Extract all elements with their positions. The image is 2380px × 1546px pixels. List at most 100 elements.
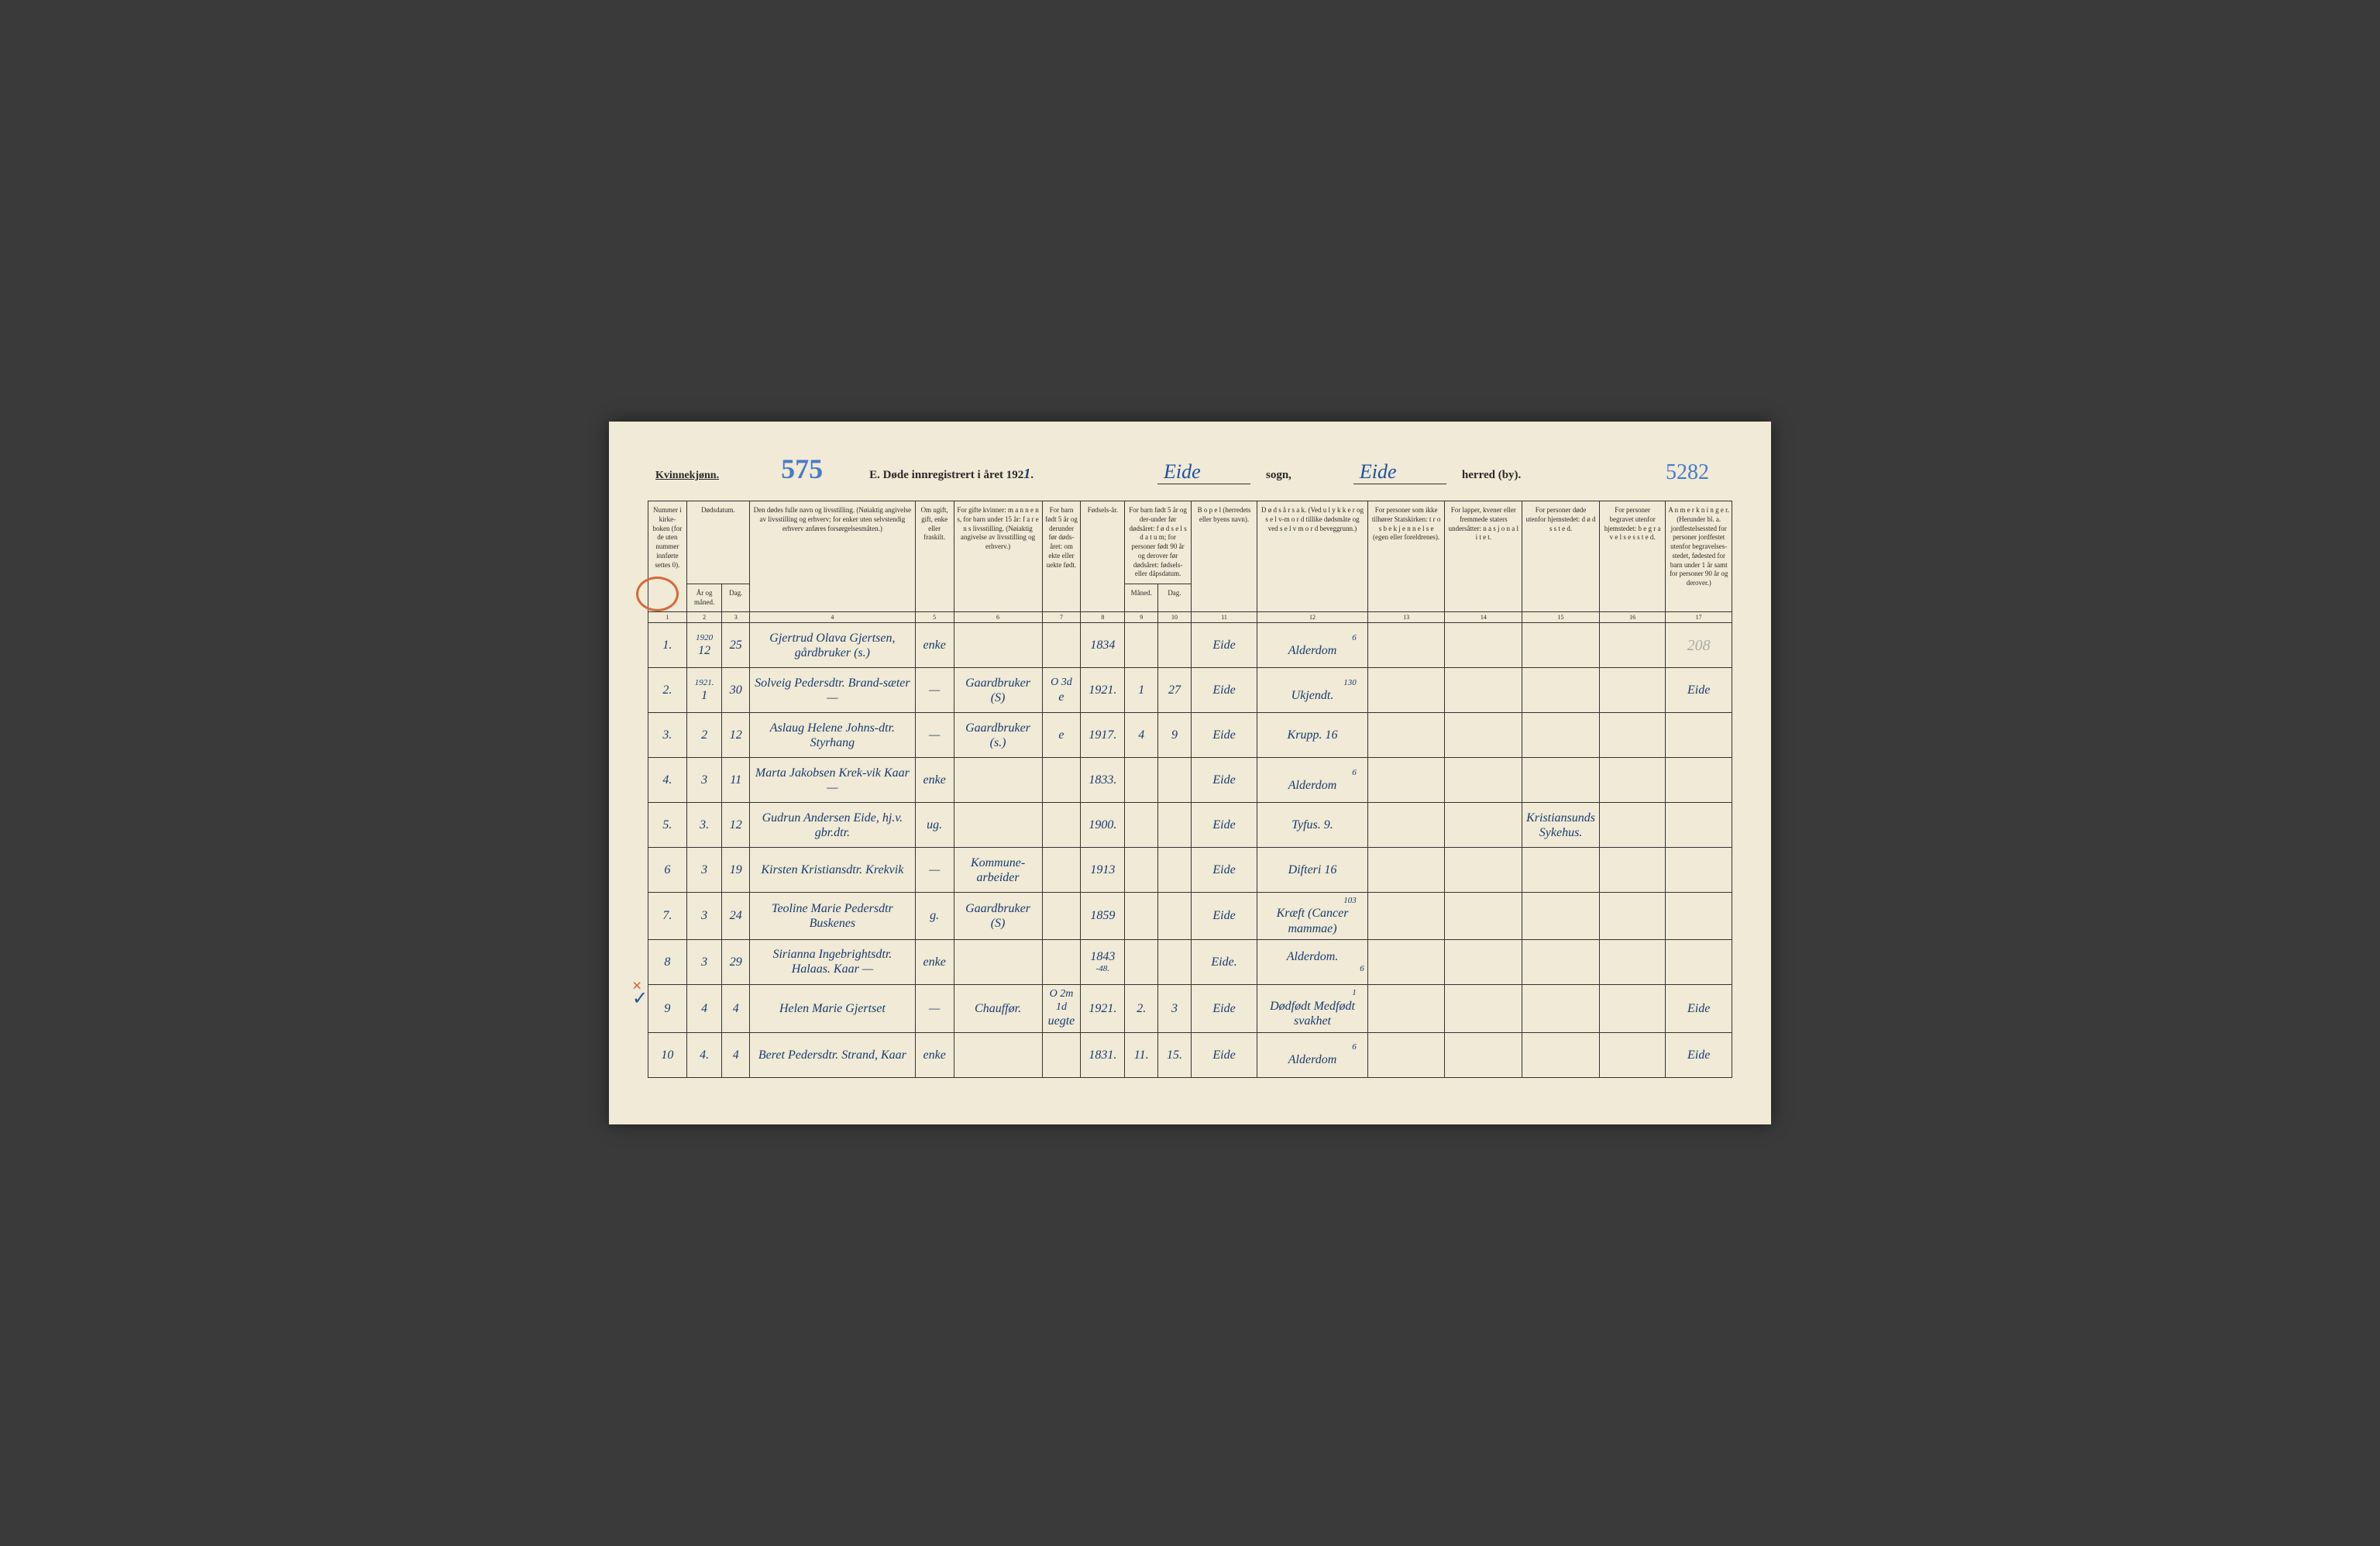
table-cell: Solveig Pedersdtr. Brand-sæter — (750, 668, 916, 713)
table-cell: Kommune-arbeider (954, 848, 1042, 893)
col-header-15: For personer døde utenfor hjemstedet: d … (1522, 501, 1600, 612)
table-cell: Gjertrud Olava Gjertsen, gårdbruker (s.) (750, 623, 916, 668)
col-header-4: Den dødes fulle navn og livsstilling. (N… (750, 501, 916, 612)
table-cell (1522, 1032, 1600, 1077)
table-cell: Sirianna Ingebrightsdtr. Halaas. Kaar — (750, 939, 916, 984)
table-cell: 1831. (1081, 1032, 1125, 1077)
table-cell: 30 (722, 668, 750, 713)
table-cell: 27 (1158, 668, 1192, 713)
col-header-7: For barn født 5 år og derunder før døds-… (1042, 501, 1081, 612)
table-cell: 12 (722, 713, 750, 758)
table-cell: 7. (648, 893, 687, 940)
table-cell (1125, 848, 1158, 893)
table-cell (954, 939, 1042, 984)
table-cell: 4. (648, 758, 687, 803)
table-cell: 4 (686, 984, 722, 1032)
table-cell (1042, 758, 1081, 803)
table-cell (1599, 623, 1665, 668)
table-cell (1158, 939, 1192, 984)
table-cell (1666, 939, 1732, 984)
table-cell: — (915, 984, 954, 1032)
table-cell: Eide (1666, 984, 1732, 1032)
table-cell: Eide (1191, 984, 1257, 1032)
table-cell (954, 758, 1042, 803)
col-header-10: Dag. (1158, 584, 1192, 611)
table-cell: 4 (722, 1032, 750, 1077)
table-cell: 130Ukjendt. (1257, 668, 1367, 713)
col-header-2: Dødsdatum. (686, 501, 749, 584)
table-cell (1445, 713, 1522, 758)
table-cell (1445, 984, 1522, 1032)
sogn-field: Eide (1157, 460, 1250, 484)
table-cell: 19 (722, 848, 750, 893)
table-cell: 1 (1125, 668, 1158, 713)
table-cell (954, 1032, 1042, 1077)
table-cell (1042, 1032, 1081, 1077)
table-cell: Eide (1191, 713, 1257, 758)
table-cell: 3 (686, 893, 722, 940)
table-cell (1367, 668, 1445, 713)
table-cell (1367, 1032, 1445, 1077)
table-cell (1367, 893, 1445, 940)
col-header-17: A n m e r k n i n g e r. (Herunder bl. a… (1666, 501, 1732, 612)
table-cell: 6Alderdom (1257, 623, 1367, 668)
column-number: 13 (1367, 612, 1445, 623)
table-cell: 29 (722, 939, 750, 984)
table-cell (1158, 803, 1192, 848)
table-row: 8329Sirianna Ingebrightsdtr. Halaas. Kaa… (648, 939, 1732, 984)
table-cell (1599, 893, 1665, 940)
table-cell: Eide. (1191, 939, 1257, 984)
col-header-13: For personer som ikke tilhører Statskirk… (1367, 501, 1445, 612)
table-cell (1599, 713, 1665, 758)
table-cell (1125, 758, 1158, 803)
table-cell (1666, 713, 1732, 758)
table-cell: 1. (648, 623, 687, 668)
table-cell: enke (915, 623, 954, 668)
table-cell: 11 (722, 758, 750, 803)
col-header-9-10: For barn født 5 år og der-under før døds… (1125, 501, 1191, 584)
table-cell: Eide (1191, 1032, 1257, 1077)
herred-value: Eide (1360, 460, 1397, 483)
col-header-5: Om ugift, gift, enke eller fraskilt. (915, 501, 954, 612)
table-cell: 3. (648, 713, 687, 758)
table-cell: Kirsten Kristiansdtr. Krekvik (750, 848, 916, 893)
table-cell: ug. (915, 803, 954, 848)
table-cell: Eide (1191, 848, 1257, 893)
herred-field: Eide (1353, 460, 1446, 484)
right-page-number: 5282 (1666, 460, 1709, 485)
table-cell (1042, 803, 1081, 848)
column-number: 1 (648, 612, 687, 623)
table-row: 3.212Aslaug Helene Johns-dtr. Styrhang—G… (648, 713, 1732, 758)
col-header-8: Fødsels-år. (1081, 501, 1125, 612)
col-header-6: For gifte kvinner: m a n n e n s, for ba… (954, 501, 1042, 612)
form-title: E. Døde innregistrert i året 1921. (869, 466, 1034, 482)
table-row: 7.324Teoline Marie Pedersdtr Buskenesg.G… (648, 893, 1732, 940)
table-cell: — (915, 668, 954, 713)
col-header-9: Måned. (1125, 584, 1158, 611)
table-cell: 4. (686, 1032, 722, 1077)
table-cell (1599, 803, 1665, 848)
table-cell: 12 (722, 803, 750, 848)
table-cell: Kristiansunds Sykehus. (1522, 803, 1600, 848)
table-cell: 1Dødfødt Medfødt svakhet (1257, 984, 1367, 1032)
table-cell (1599, 1032, 1665, 1077)
table-cell (1522, 848, 1600, 893)
table-cell (1522, 939, 1600, 984)
gender-label: Kvinnekjønn. (655, 470, 719, 482)
table-cell (1158, 623, 1192, 668)
table-cell (1522, 713, 1600, 758)
table-cell: 2 (686, 713, 722, 758)
table-cell: Helen Marie Gjertset (750, 984, 916, 1032)
column-number: 9 (1125, 612, 1158, 623)
table-cell: O 3de (1042, 668, 1081, 713)
table-cell: Difteri 16 (1257, 848, 1367, 893)
col-header-14: For lapper, kvener eller fremmede stater… (1445, 501, 1522, 612)
table-cell: 11. (1125, 1032, 1158, 1077)
table-cell (1125, 803, 1158, 848)
table-cell: 1834 (1081, 623, 1125, 668)
column-number: 2 (686, 612, 722, 623)
table-cell (1125, 939, 1158, 984)
table-cell (1599, 848, 1665, 893)
column-number: 10 (1158, 612, 1192, 623)
table-cell: 3 (1158, 984, 1192, 1032)
